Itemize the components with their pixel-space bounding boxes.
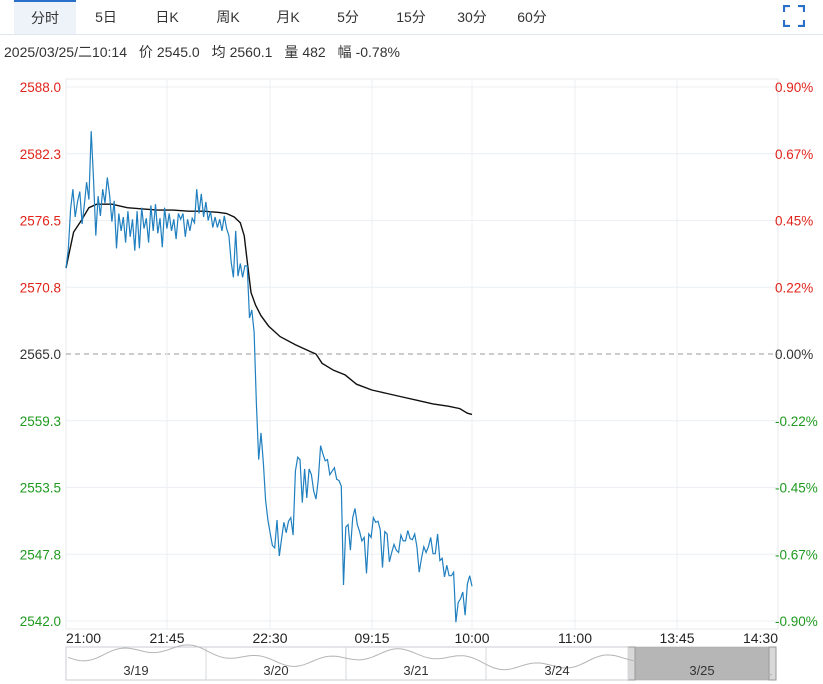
price-value: 2545.0 <box>156 44 200 60</box>
tab-8[interactable]: 60分 <box>517 9 547 25</box>
x-tick-label: 21:45 <box>149 630 184 646</box>
chart-grid <box>65 78 779 630</box>
navigator-date-label: 3/20 <box>263 663 288 678</box>
y-tick-label-left: 2582.3 <box>20 147 61 162</box>
quote-datetime: 2025/03/25/二10:14 <box>4 44 127 60</box>
y-tick-label-left: 2576.5 <box>20 214 61 229</box>
y-tick-label-right: 0.90% <box>775 80 813 95</box>
y-axis-left: 2588.0 2582.3 2576.5 2570.8 2565.0 2559.3 2553… <box>20 80 61 629</box>
change-label: 幅 <box>337 44 352 60</box>
change-value: -0.78% <box>355 44 400 60</box>
navigator-handle-left <box>627 646 636 681</box>
y-tick-label-left: 2588.0 <box>20 80 61 95</box>
price-line <box>65 131 473 623</box>
x-tick-label: 11:00 <box>558 630 592 646</box>
y-tick-label-right: 0.45% <box>775 214 813 229</box>
navigator-trace <box>67 644 773 676</box>
x-tick-label: 13:45 <box>659 630 694 646</box>
tab-3[interactable]: 周K <box>216 9 240 25</box>
price-label: 价 <box>138 44 153 60</box>
navigator-date-label: 3/24 <box>544 663 569 678</box>
navigator-date-label: 3/19 <box>123 663 148 678</box>
x-tick-label: 21:00 <box>66 630 101 646</box>
x-tick-label: 10:00 <box>454 630 489 646</box>
fullscreen-expand-icon[interactable] <box>782 4 806 28</box>
y-tick-label-right: 0.67% <box>775 147 813 162</box>
navigator-selection <box>628 647 776 680</box>
x-tick-label: 09:15 <box>354 630 389 646</box>
avg-label: 均 <box>211 44 226 60</box>
tab-1[interactable]: 5日 <box>95 9 117 25</box>
y-tick-label-right: -0.45% <box>775 481 818 496</box>
y-tick-label-right: 0.22% <box>775 280 813 295</box>
volume-label: 量 <box>284 44 299 60</box>
range-navigator: 3/19 3/20 3/21 3/24 3/25 <box>65 644 777 681</box>
navigator-frame <box>65 646 777 681</box>
navigator-handle-right <box>768 646 777 681</box>
y-tick-label-right: -0.90% <box>775 614 818 629</box>
x-axis: 21:00 21:45 22:30 09:15 10:00 11:00 13:45 14:30 <box>66 630 778 646</box>
volume-value: 482 <box>302 44 326 60</box>
y-tick-label-left: 2542.0 <box>20 614 61 629</box>
plot-frame <box>65 78 779 630</box>
x-tick-label: 14:30 <box>743 630 778 646</box>
y-tick-label-left: 2570.8 <box>20 280 61 295</box>
average-price-line <box>65 203 473 416</box>
tab-2[interactable]: 日K <box>155 9 179 25</box>
tab-4[interactable]: 月K <box>276 9 300 25</box>
x-tick-label: 22:30 <box>252 630 287 646</box>
y-tick-label-right: 0.00% <box>775 347 813 362</box>
y-tick-label-right: -0.22% <box>775 414 818 429</box>
avg-value: 2560.1 <box>229 44 273 60</box>
tab-0[interactable]: 分时 <box>14 0 76 34</box>
tab-6[interactable]: 15分 <box>396 9 426 25</box>
y-tick-label-left: 2565.0 <box>20 347 61 362</box>
y-axis-right: 0.90% 0.67% 0.45% 0.22% 0.00% -0.22% -0.45% -0.… <box>775 80 818 629</box>
tab-5[interactable]: 5分 <box>337 9 359 25</box>
quote-info-bar: 2025/03/25/二10:14 价 2545.0 均 2560.1 量 482 幅… <box>4 42 408 62</box>
tab-7[interactable]: 30分 <box>457 9 487 25</box>
y-tick-label-left: 2559.3 <box>20 414 61 429</box>
period-tab-bar: 分时 5日 日K 周K 月K 5分 15分 30分 60分 <box>0 0 823 35</box>
y-tick-label-left: 2553.5 <box>20 481 61 496</box>
navigator-date-label: 3/25 <box>689 663 714 678</box>
y-tick-label-left: 2547.8 <box>20 547 61 562</box>
navigator-date-label: 3/21 <box>403 663 428 678</box>
y-tick-label-right: -0.67% <box>775 547 818 562</box>
